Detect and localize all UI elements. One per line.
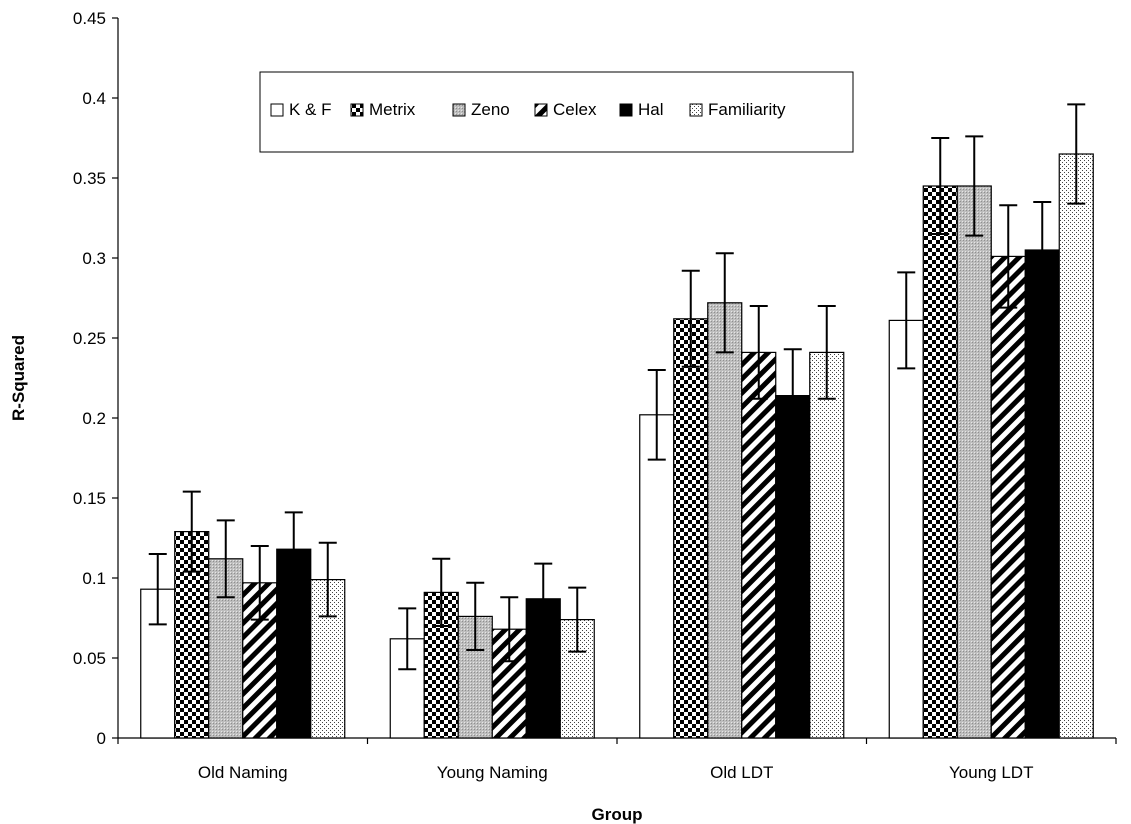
error-bar: [148, 553, 167, 626]
y-tick-label: 0.05: [73, 649, 106, 668]
error-bar: [432, 557, 451, 627]
legend: K & F Metrix Zeno Celex Hal Familiarity: [259, 71, 854, 153]
y-ticks: 0 0.05 0.1 0.15 0.2 0.25 0.3 0.35 0.4 0.45: [73, 9, 118, 748]
y-tick-label: 0.45: [73, 9, 106, 28]
error-bar: [284, 511, 303, 587]
legend-swatch: [270, 103, 284, 117]
legend-label: Zeno: [471, 100, 510, 119]
bar: [809, 351, 845, 739]
y-tick-label: 0.1: [82, 569, 106, 588]
error-bar: [647, 369, 666, 461]
bar: [1058, 153, 1094, 739]
legend-swatch: [534, 103, 548, 117]
bar: [922, 185, 958, 739]
bar: [673, 318, 709, 739]
y-tick-label: 0.3: [82, 249, 106, 268]
y-axis-title: R-Squared: [9, 335, 28, 421]
error-bar: [783, 348, 802, 443]
legend-swatch: [452, 103, 466, 117]
legend-label: Familiarity: [708, 100, 786, 119]
error-bar: [749, 305, 768, 400]
legend-swatch: [350, 103, 364, 117]
error-bar: [715, 252, 734, 354]
legend-swatch: [689, 103, 703, 117]
legend-label: Hal: [638, 100, 664, 119]
error-bar: [999, 204, 1018, 309]
y-tick-label: 0.4: [82, 89, 106, 108]
legend-item: Familiarity: [689, 100, 786, 119]
error-bar: [182, 490, 201, 573]
error-bar: [931, 137, 950, 235]
y-tick-label: 0.35: [73, 169, 106, 188]
error-bars: [148, 103, 1086, 671]
legend-items: K & F Metrix Zeno Celex Hal Familiarity: [270, 100, 786, 119]
legend-item: Metrix: [350, 100, 416, 119]
x-tick-label: Young Naming: [437, 763, 548, 782]
legend-item: Hal: [619, 100, 664, 119]
error-bar: [1067, 103, 1086, 205]
bar: [956, 185, 992, 739]
bar: [888, 319, 924, 739]
bar: [707, 302, 743, 739]
y-tick-label: 0.2: [82, 409, 106, 428]
legend-swatch: [619, 103, 633, 117]
y-tick-label: 0: [97, 729, 106, 748]
error-bar: [817, 305, 836, 400]
error-bar: [318, 541, 337, 618]
y-tick-label: 0.15: [73, 489, 106, 508]
error-bar: [1033, 201, 1052, 299]
x-tick-label: Old Naming: [198, 763, 288, 782]
error-bar: [466, 581, 485, 651]
legend-item: Zeno: [452, 100, 510, 119]
x-tick-label: Old LDT: [710, 763, 773, 782]
x-tick-label: Young LDT: [949, 763, 1033, 782]
x-ticks: Old Naming Young Naming Old LDT Young LDT: [117, 738, 1117, 782]
error-bar: [568, 586, 587, 653]
bar: [990, 255, 1026, 739]
error-bar: [500, 596, 519, 663]
bar: [775, 395, 811, 739]
bar: [1024, 249, 1060, 739]
legend-item: K & F: [270, 100, 332, 119]
legend-label: Metrix: [369, 100, 416, 119]
error-bar: [398, 607, 417, 671]
error-bar: [534, 562, 553, 635]
bar: [741, 351, 777, 739]
y-tick-label: 0.25: [73, 329, 106, 348]
x-axis-title: Group: [592, 805, 643, 824]
legend-label: Celex: [553, 100, 597, 119]
bar: [639, 414, 675, 739]
error-bar: [897, 271, 916, 370]
error-bar: [250, 545, 269, 621]
error-bar: [965, 135, 984, 237]
bars: [140, 153, 1094, 739]
legend-item: Celex: [534, 100, 597, 119]
error-bar: [681, 269, 700, 368]
legend-label: K & F: [289, 100, 332, 119]
error-bar: [216, 519, 235, 599]
